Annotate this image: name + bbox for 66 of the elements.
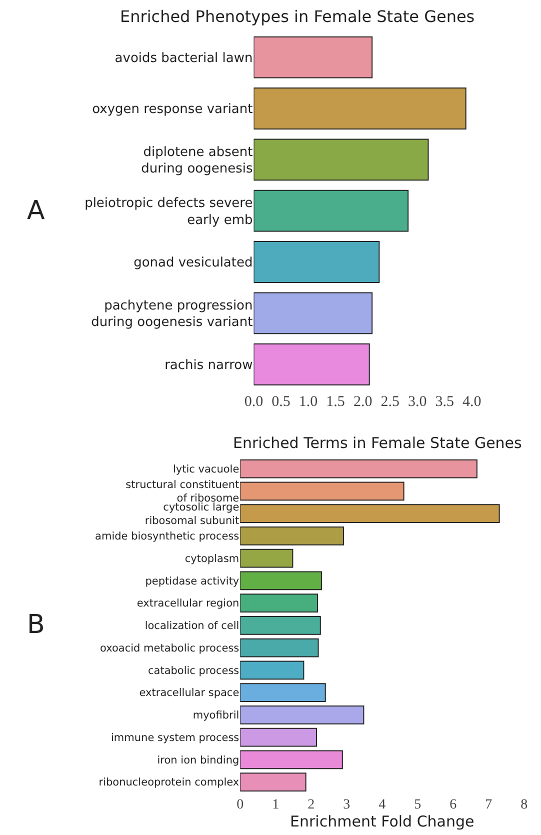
y-tick-label: cytoplasm: [184, 552, 240, 565]
x-tick-label: 1: [272, 797, 280, 812]
bar: [254, 138, 429, 181]
bar: [254, 88, 466, 130]
bar: [240, 750, 343, 770]
chart-title: Enriched Phenotypes in Female State Genes: [120, 7, 475, 26]
bar: [254, 343, 370, 386]
y-tick-label: extracellular region: [136, 598, 240, 610]
x-tick-label: 2: [308, 797, 315, 812]
bar: [240, 594, 318, 612]
y-tick-label: localization of cell: [144, 620, 240, 632]
y-tick-label: avoids bacterial lawn: [114, 50, 253, 66]
bar: [240, 638, 319, 658]
bar: [240, 571, 322, 590]
y-tick-label: peptidase activity: [145, 575, 240, 588]
y-tick-label: myofibril: [192, 710, 240, 722]
x-tick-label: 0.0: [244, 394, 264, 410]
x-tick-label: 3.5: [435, 394, 454, 410]
y-tick-label: diplotene absent during oogenesis: [141, 144, 253, 177]
x-tick-label: 0: [236, 797, 244, 812]
y-tick-label: iron ion binding: [157, 754, 240, 766]
bar: [240, 728, 317, 747]
x-tick-label: 4.0: [462, 394, 482, 410]
y-tick-label: pleiotropic defects severe early emb: [84, 196, 253, 228]
bar: [240, 772, 306, 792]
bar: [240, 660, 304, 680]
y-tick-label: oxygen response variant: [92, 102, 253, 118]
x-tick-label: 1.0: [298, 394, 318, 410]
y-tick-label: oxoacid metabolic process: [100, 642, 240, 654]
x-tick-label: 8: [520, 797, 528, 812]
y-tick-label: extracellular space: [139, 687, 240, 700]
chart-title: Enriched Terms in Female State Genes: [233, 434, 522, 452]
bar: [254, 241, 380, 283]
x-tick-label: 2.5: [380, 394, 400, 410]
x-tick-label: 5: [414, 797, 422, 812]
bar: [240, 616, 321, 635]
text: A: [27, 196, 45, 226]
x-tick-label: 1.5: [326, 394, 345, 410]
x-tick-label: 4: [378, 797, 386, 812]
bar: [240, 705, 364, 724]
x-tick-label: 3.0: [408, 394, 427, 410]
y-tick-label: amide biosynthetic process: [95, 530, 240, 543]
x-tick-label: 3: [343, 797, 350, 812]
y-tick-label: gonad vesiculated: [134, 256, 253, 271]
x-tick-label: 0.5: [272, 394, 290, 410]
y-tick-label: immune system process: [111, 732, 240, 744]
bar: [254, 190, 409, 232]
x-axis-title: Enrichment Fold Change: [290, 812, 474, 830]
bar: [240, 683, 326, 702]
y-tick-label: pachytene progression during oogenesis variant: [91, 298, 253, 330]
bar: [240, 548, 294, 568]
y-tick-label: cytosolic large ribosomal subunit: [144, 501, 240, 528]
bar: [240, 482, 404, 501]
x-tick-label: 7: [485, 797, 492, 812]
x-tick-label: 6: [450, 797, 457, 812]
bar: [240, 459, 478, 478]
y-tick-label: lytic vacuole: [173, 463, 240, 476]
bar: [240, 504, 500, 523]
x-tick-label: 2.0: [353, 394, 372, 410]
y-tick-label: catabolic process: [148, 664, 240, 677]
y-tick-label: ribonucleoprotein complex: [98, 776, 240, 789]
bar: [254, 36, 373, 78]
text: B: [27, 610, 45, 640]
y-tick-label: rachis narrow: [164, 358, 254, 373]
bar: [240, 526, 344, 546]
bar: [254, 292, 373, 334]
